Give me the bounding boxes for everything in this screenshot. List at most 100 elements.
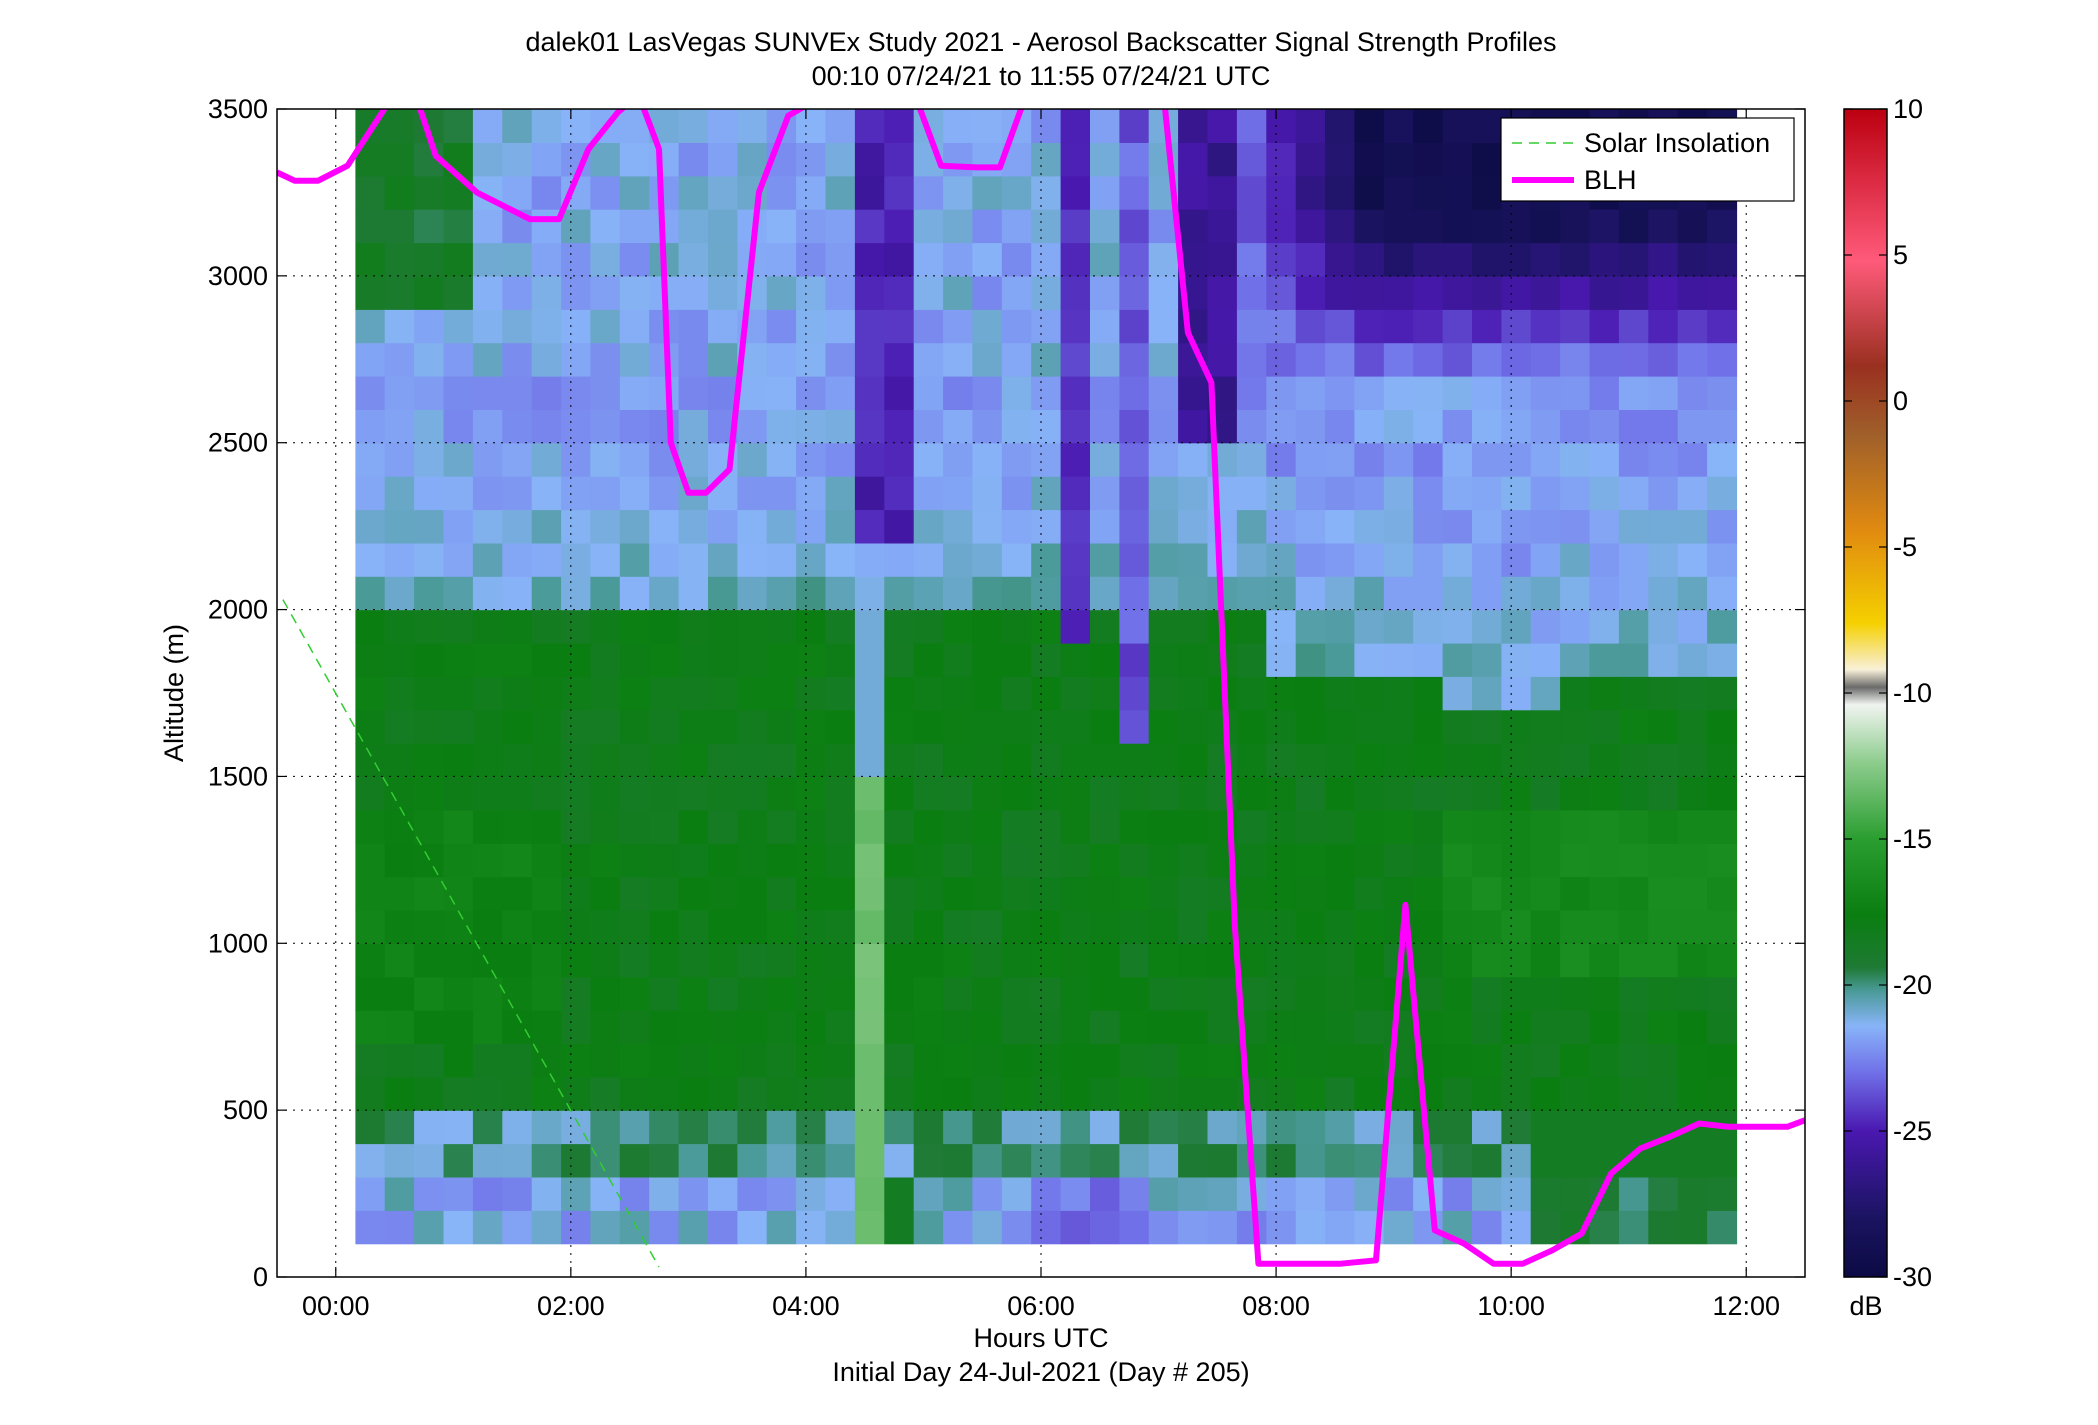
heatmap-cell [796, 509, 827, 544]
heatmap-cell [1530, 743, 1561, 778]
heatmap-cell [384, 142, 415, 177]
heatmap-cell [1236, 676, 1267, 711]
heatmap-cell [913, 709, 944, 744]
heatmap-cell [561, 409, 592, 444]
y-tick-label: 1500 [208, 761, 268, 791]
heatmap-cell [1295, 1210, 1326, 1245]
heatmap-cell [590, 376, 621, 410]
heatmap-cell [531, 1210, 562, 1245]
heatmap-cell [531, 576, 562, 611]
heatmap-cell [825, 843, 856, 878]
heatmap-cell [1295, 876, 1326, 911]
heatmap-cell [1325, 809, 1356, 844]
heatmap-cell [590, 1176, 621, 1211]
heatmap-cell [1060, 1076, 1091, 1111]
heatmap-cell [1560, 843, 1591, 878]
heatmap-cell [1325, 1143, 1356, 1178]
heatmap-cell [1090, 709, 1120, 744]
heatmap-cell [1530, 1076, 1561, 1111]
heatmap-cell [649, 509, 680, 544]
heatmap-cell [1618, 542, 1649, 577]
heatmap-cell [1501, 709, 1532, 744]
heatmap-cell [384, 1176, 415, 1211]
heatmap-cell [1031, 476, 1062, 511]
heatmap-cell [1060, 109, 1091, 143]
heatmap-cell [1472, 843, 1502, 878]
heatmap-cell [443, 676, 474, 711]
heatmap-cell [678, 1210, 709, 1245]
heatmap-cell [649, 642, 680, 677]
heatmap-cell [619, 476, 650, 511]
heatmap-cell [1266, 476, 1297, 511]
heatmap-cell [1090, 1143, 1120, 1178]
heatmap-cell [913, 576, 944, 611]
heatmap-cell [1648, 609, 1679, 644]
heatmap-cell [590, 909, 621, 944]
heatmap-cell [1266, 409, 1297, 444]
heatmap-cell [1560, 943, 1591, 978]
heatmap-cell [1207, 976, 1238, 1011]
heatmap-cell [1589, 576, 1620, 611]
heatmap-cell [766, 609, 797, 644]
heatmap-cell [1001, 1076, 1032, 1111]
heatmap-cell [619, 743, 650, 778]
heatmap-cell [619, 275, 650, 310]
heatmap-cell [1178, 943, 1209, 978]
heatmap-cell [1354, 175, 1385, 210]
heatmap-cell [1383, 242, 1414, 277]
heatmap-cell [1530, 809, 1561, 844]
heatmap-cell [1090, 576, 1120, 611]
heatmap-cell [1266, 909, 1297, 944]
heatmap-cell [1472, 809, 1502, 844]
heatmap-cell [796, 709, 827, 744]
heatmap-cell [825, 943, 856, 978]
heatmap-cell [1266, 1110, 1297, 1145]
heatmap-cell [1442, 175, 1473, 210]
heatmap-cell [1501, 476, 1532, 511]
heatmap-cell [1413, 1076, 1444, 1111]
heatmap-cell [943, 376, 974, 410]
heatmap-cell [1707, 209, 1738, 244]
heatmap-cell [355, 1010, 386, 1044]
heatmap-cell [1207, 342, 1238, 377]
heatmap-cell [1589, 609, 1620, 644]
heatmap-cell [766, 976, 797, 1011]
heatmap-cell [708, 843, 738, 878]
heatmap-cell [1707, 576, 1738, 611]
heatmap-cell [1560, 1010, 1591, 1044]
heatmap-cell [414, 476, 445, 511]
heatmap-cell [414, 175, 445, 210]
heatmap-cell [943, 609, 974, 644]
heatmap-cell [1618, 909, 1649, 944]
heatmap-cell [1001, 1210, 1032, 1245]
heatmap-cell [1383, 476, 1414, 511]
heatmap-cell [1266, 109, 1297, 143]
heatmap-cell [1207, 943, 1238, 978]
heatmap-cell [531, 342, 562, 377]
heatmap-cell [678, 976, 709, 1011]
heatmap-cell [384, 676, 415, 711]
heatmap-cell [913, 676, 944, 711]
heatmap-cell [1560, 876, 1591, 911]
heatmap-cell [854, 409, 885, 444]
heatmap-cell [1442, 776, 1473, 811]
heatmap-cell [1383, 275, 1414, 310]
heatmap-cell [1266, 142, 1297, 177]
heatmap-cell [1677, 342, 1708, 377]
heatmap-cell [1119, 109, 1150, 143]
heatmap-cell [1119, 1143, 1150, 1178]
heatmap-cell [414, 743, 445, 778]
heatmap-cell [1530, 275, 1561, 310]
heatmap-cell [1236, 642, 1267, 677]
heatmap-cell [1707, 1143, 1738, 1178]
heatmap-cell [1677, 275, 1708, 310]
grid [277, 108, 1805, 1278]
legend: Solar Insolation BLH [1500, 117, 1795, 202]
heatmap-cell [1472, 509, 1502, 544]
heatmap-cell [590, 642, 621, 677]
heatmap-cell [1707, 843, 1738, 878]
heatmap-cell [1560, 509, 1591, 544]
heatmap-cell [531, 1110, 562, 1145]
heatmap-cell [414, 1010, 445, 1044]
